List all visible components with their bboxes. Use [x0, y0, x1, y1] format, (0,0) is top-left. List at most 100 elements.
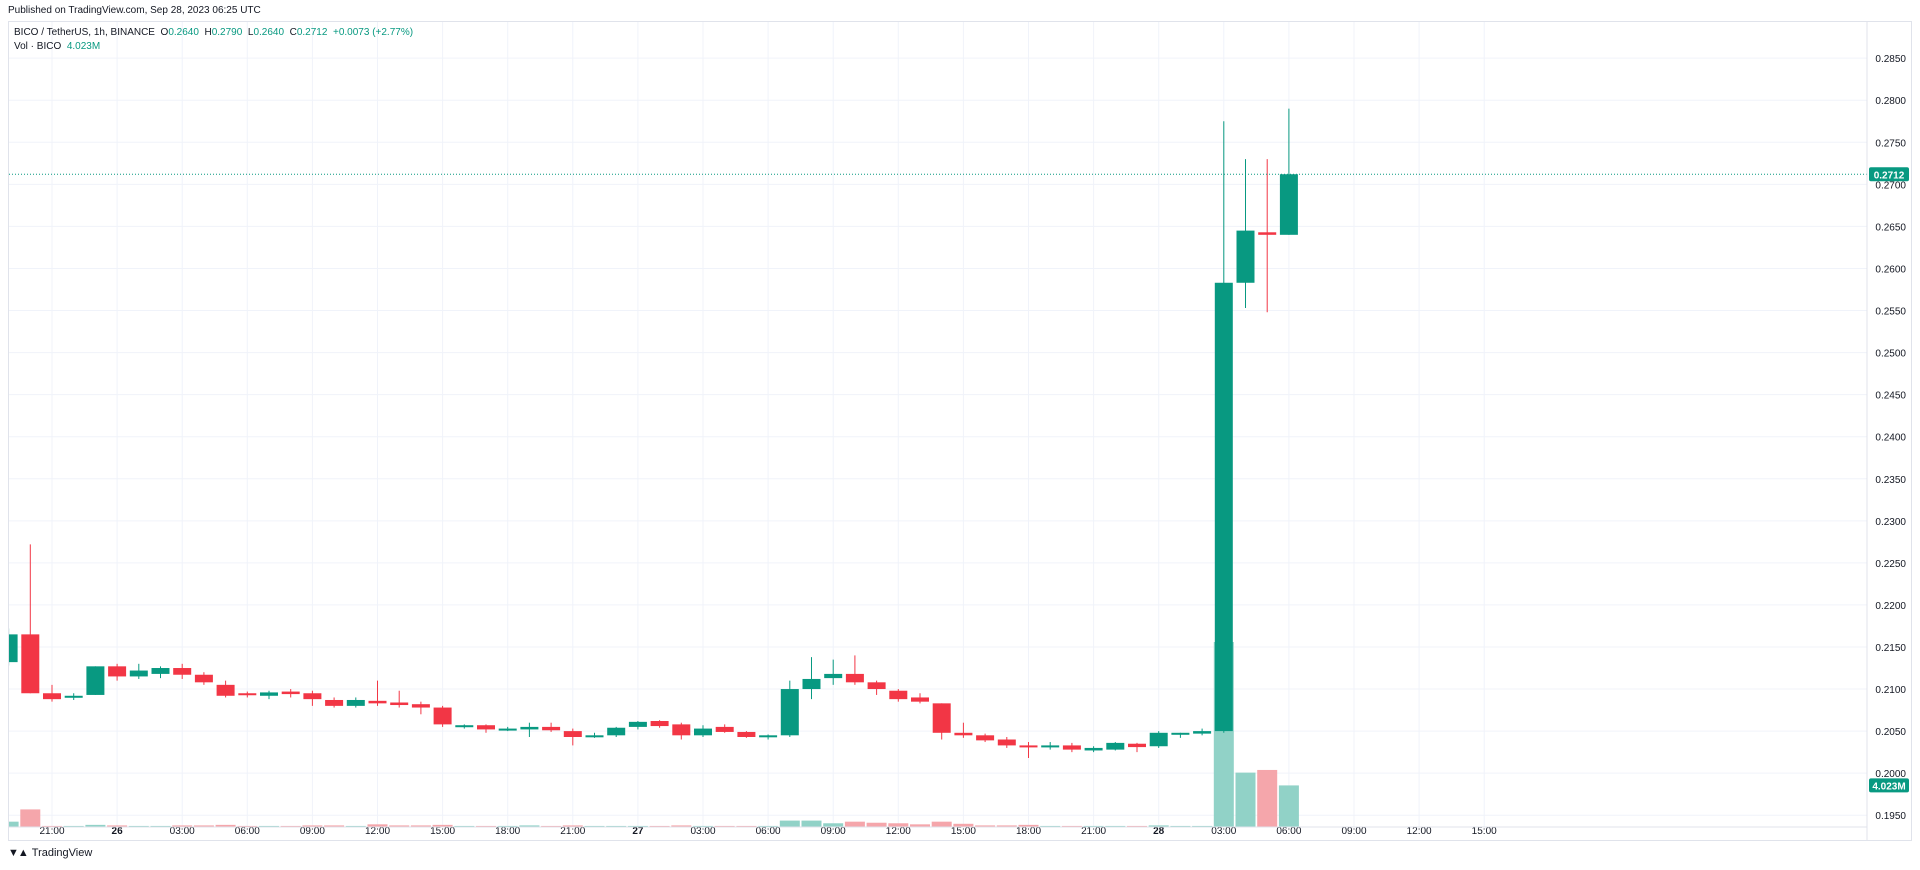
candle-body [694, 728, 712, 736]
volume-bar [237, 825, 258, 827]
last-price-line: 0.2712 4.023M [9, 167, 1909, 793]
time-axis: 021:002603:0006:0009:0012:0015:0018:0021… [9, 826, 1867, 837]
candle-body [845, 673, 864, 683]
price-tick-label: 0.2650 [1875, 222, 1906, 233]
candle-body [411, 704, 430, 708]
candle-body [260, 692, 278, 696]
volume-bar [996, 825, 1017, 827]
candle-body [368, 700, 387, 704]
candle-body [1149, 732, 1168, 747]
candle-body [1041, 745, 1060, 748]
volume-bar [42, 825, 62, 827]
price-tick-label: 0.2400 [1875, 433, 1906, 444]
candle-body [867, 682, 886, 690]
candle-body [151, 668, 170, 674]
volume-bar [432, 824, 453, 827]
volume-bar [844, 821, 865, 827]
volume-bar [128, 825, 149, 827]
volume-bar [627, 825, 648, 827]
volume-bar [367, 824, 388, 827]
published-note: Published on TradingView.com, Sep 28, 20… [8, 5, 261, 16]
time-tick-label: 27 [632, 826, 644, 837]
time-tick-label: 03:00 [690, 826, 715, 837]
price-tick-label: 0.2100 [1875, 685, 1906, 696]
legend-symbol: BICO / TetherUS, 1h, BINANCE [14, 27, 155, 38]
price-tick-label: 0.2150 [1875, 643, 1906, 654]
price-tick-label: 0.2000 [1875, 769, 1906, 780]
footer: ▼▲ TradingView [8, 847, 92, 859]
price-tick-label: 0.2350 [1875, 475, 1906, 486]
time-tick-label: 12:00 [1407, 826, 1432, 837]
candle-body [390, 702, 409, 706]
candle-body [9, 634, 18, 663]
candle-body [737, 731, 756, 737]
volume-bar [584, 825, 605, 827]
chart-frame[interactable]: 0.2712 4.023M 0.1950 0.2000 0.2050 0.2100 0.2… [8, 21, 1912, 841]
volume-bar [345, 825, 366, 827]
candle-body [802, 678, 821, 690]
volume-bar [779, 820, 800, 827]
candle-body [1019, 745, 1038, 748]
volume-bar [9, 821, 19, 827]
volume-bar [823, 823, 844, 827]
price-tick-label: 0.2550 [1875, 307, 1906, 318]
time-tick-label: 18:00 [1016, 826, 1041, 837]
candle-body [628, 721, 647, 727]
time-tick-label: 12:00 [886, 826, 911, 837]
candle-body [498, 728, 517, 731]
legend-volume-value: 4.023M [66, 41, 101, 52]
legend-open-label: O [160, 27, 169, 38]
candle-body [607, 727, 626, 736]
time-tick-label: 06:00 [756, 826, 781, 837]
legend-volume-label: Vol · BICO [14, 41, 62, 52]
candle-body [1214, 282, 1233, 732]
candle-body [932, 703, 951, 733]
time-tick-label: 21:00 [39, 826, 64, 837]
volume-bar [1170, 825, 1191, 827]
candle-body [129, 670, 148, 677]
price-tick-label: 0.2300 [1875, 517, 1906, 528]
volume-bar [649, 825, 670, 827]
volume-bars [9, 642, 1299, 827]
candle-body [173, 668, 192, 675]
last-volume-label: 4.023M [1872, 781, 1905, 792]
time-tick-label: 15:00 [430, 826, 455, 837]
legend-high-label: H [204, 27, 212, 38]
candle-body [1236, 230, 1255, 283]
candle-body [21, 634, 40, 694]
volume-bar [1061, 825, 1082, 827]
price-tick-label: 0.2450 [1875, 391, 1906, 402]
volume-bar [193, 825, 214, 827]
candle-body [1106, 742, 1125, 750]
candle-body [64, 695, 83, 698]
price-tick-label: 0.2050 [1875, 727, 1906, 738]
volume-bar [606, 825, 627, 827]
price-tick-label: 0.2800 [1875, 96, 1906, 107]
volume-bar [1148, 825, 1169, 827]
candle-body [759, 735, 778, 738]
candle-body [238, 693, 257, 696]
volume-bar [671, 825, 692, 827]
legend-low-label: L [247, 27, 254, 38]
volume-bar [63, 825, 84, 827]
volume-bar [975, 825, 996, 827]
volume-bar [1018, 824, 1039, 827]
volume-bar [801, 820, 822, 827]
legend-close-label: C [289, 27, 297, 38]
volume-bar [736, 825, 757, 827]
time-tick-label: 21:00 [560, 826, 585, 837]
candle-body [1128, 743, 1146, 748]
candle-body [108, 666, 127, 677]
tradingview-logo-icon: ▼▲ [8, 847, 29, 859]
candle-body [997, 739, 1016, 746]
volume-bar [693, 825, 713, 827]
time-tick-label: 28 [1153, 826, 1165, 837]
volume-bar [758, 825, 779, 827]
candle-body [563, 731, 582, 737]
legend-ohlc-row: BICO / TetherUS, 1h, BINANCE O0.2640 H0.… [14, 26, 413, 40]
candle-body [346, 699, 365, 706]
volume-bar [1278, 785, 1299, 827]
volume-bar [389, 825, 410, 827]
candle-body [715, 726, 734, 732]
